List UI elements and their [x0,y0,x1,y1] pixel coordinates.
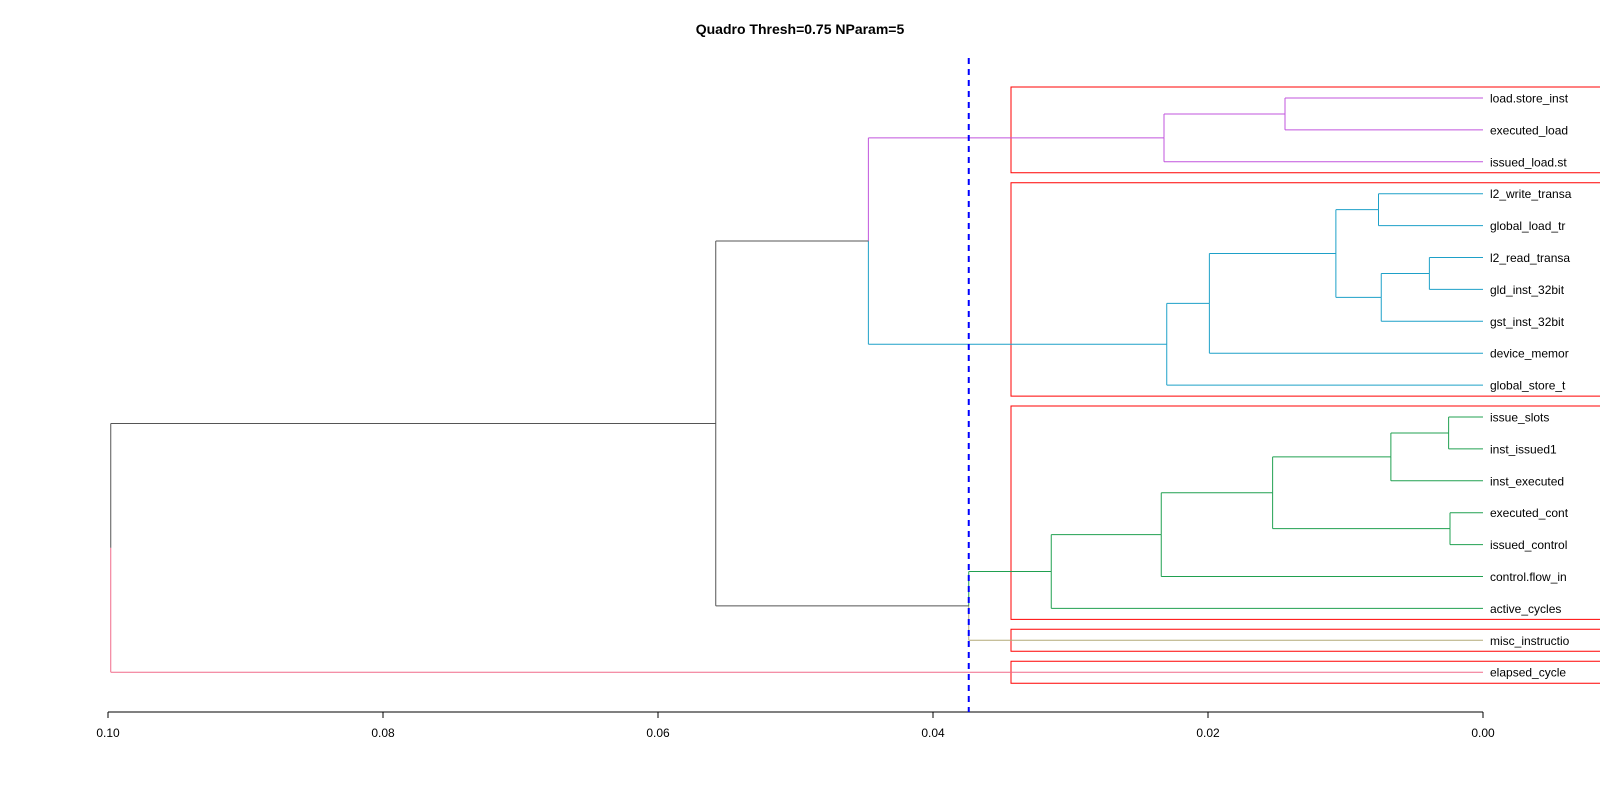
leaf-label: global_store_t [1490,379,1566,393]
cluster-box [1010,405,1600,620]
chart-title: Quadro Thresh=0.75 NParam=5 [695,21,905,37]
x-tick-label: 0.00 [1471,726,1495,740]
x-tick-label: 0.02 [1196,726,1220,740]
leaf-label: gld_inst_32bit [1490,283,1565,297]
leaf-label: issued_load.st [1490,155,1567,169]
dendrogram-tree [110,97,1483,673]
cluster-box [1010,86,1600,174]
x-tick-label: 0.10 [96,726,120,740]
leaf-label: load.store_inst [1490,92,1569,106]
leaf-label: active_cycles [1490,602,1561,616]
x-tick-label: 0.04 [921,726,945,740]
leaf-label: misc_instructio [1490,634,1570,648]
leaf-label: elapsed_cycle [1490,666,1566,680]
leaf-label: executed_load [1490,123,1568,137]
leaf-label: control.flow_in [1490,570,1567,584]
leaf-label: global_load_tr [1490,219,1565,233]
leaf-labels: load.store_inst executed_load issued_load.… [1490,92,1572,680]
leaf-label: l2_write_transa [1490,187,1572,201]
x-axis: 0.10 0.08 0.06 0.04 0.02 0.00 [96,711,1495,740]
x-tick-label: 0.08 [371,726,395,740]
leaf-label: inst_executed [1490,474,1564,488]
leaf-label: device_memor [1490,347,1569,361]
leaf-label: issue_slots [1490,411,1549,425]
leaf-label: l2_read_transa [1490,251,1570,265]
leaf-label: executed_cont [1490,506,1569,520]
cluster-box [1010,182,1600,397]
leaf-label: inst_issued1 [1490,442,1557,456]
leaf-label: issued_control [1490,538,1567,552]
leaf-label: gst_inst_32bit [1490,315,1565,329]
x-tick-label: 0.06 [646,726,670,740]
